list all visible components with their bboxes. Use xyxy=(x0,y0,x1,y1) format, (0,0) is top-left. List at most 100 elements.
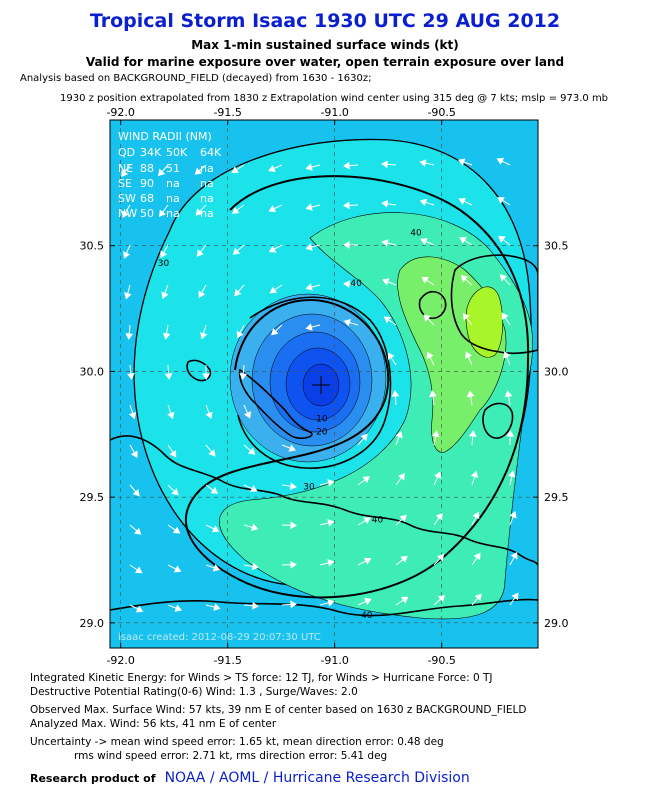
wind-arrow-head xyxy=(161,291,169,299)
wind-arrow-head xyxy=(343,161,350,170)
wind-arrow-head xyxy=(391,390,400,397)
wind-arrow-head xyxy=(239,373,248,380)
wind-arrow-head xyxy=(199,332,208,340)
wind-arrow-head xyxy=(133,527,142,535)
y-tick-label-left: 29.5 xyxy=(80,491,105,504)
wind-arrow-head xyxy=(290,560,297,569)
storm-center-marker xyxy=(312,376,330,394)
wind-arrow-head xyxy=(437,594,446,603)
wind-arrow-head xyxy=(506,430,515,437)
wind-arrow-head xyxy=(122,210,130,218)
wind-arrow-head xyxy=(305,203,313,211)
wind-arrow-head xyxy=(458,197,466,205)
wind-arrow-head xyxy=(164,373,173,380)
wind-arrow-head xyxy=(343,241,350,249)
wind-arrow-head xyxy=(327,479,335,487)
wind-radii-cell: 90 xyxy=(140,177,154,190)
wind-arrow-head xyxy=(128,411,137,420)
wind-arrow-head xyxy=(363,517,371,525)
plot-frame xyxy=(109,119,539,649)
wind-arrow-head xyxy=(343,201,350,210)
wind-arrow-head xyxy=(234,288,242,297)
wind-arrow-head xyxy=(162,332,171,340)
contour-label: 40 xyxy=(361,611,373,621)
wind-arrow-head xyxy=(429,390,437,398)
wind-radii-cell: na xyxy=(200,192,214,205)
wind-arrow-head xyxy=(243,411,252,419)
dpr-line: Destructive Potential Rating(0-6) Wind: … xyxy=(30,686,358,698)
wind-radii-cell: 51 xyxy=(166,162,180,175)
contour-label: 30 xyxy=(303,483,315,493)
wind-arrow-head xyxy=(466,390,475,398)
wind-arrow-head xyxy=(232,247,241,255)
wind-arrow-head xyxy=(419,159,427,167)
wind-arrow-head xyxy=(343,318,351,327)
wind-arrow-head xyxy=(271,328,279,336)
wind-arrow-head xyxy=(124,292,132,300)
wind-arrow-head xyxy=(269,286,278,294)
wind-radii-col-header: 50K xyxy=(166,146,188,159)
wind-radii-cell: 50 xyxy=(140,207,154,220)
wind-arrow-head xyxy=(171,488,179,496)
x-tick-label-bottom: -91.5 xyxy=(213,654,241,667)
wind-arrow-head xyxy=(362,476,371,484)
wind-arrow-head xyxy=(123,251,131,259)
wind-arrow-head xyxy=(268,205,276,213)
wind-arrow-head xyxy=(397,473,405,481)
wind-arrow-head xyxy=(213,603,221,611)
wind-arrow-head xyxy=(268,245,277,253)
wind-arrow-head xyxy=(172,526,181,534)
lake-outline xyxy=(450,254,538,355)
wind-arrow-head xyxy=(473,552,481,561)
wind-arrow-head xyxy=(509,511,517,519)
y-tick-label-right: 29.0 xyxy=(544,617,569,630)
wind-radii-cell: 68 xyxy=(140,192,154,205)
wind-arrow-head xyxy=(251,562,259,571)
analysis-note-2: 1930 z position extrapolated from 1830 z… xyxy=(60,93,609,104)
wind-arrow-head xyxy=(132,488,140,497)
contour-label: 40 xyxy=(410,229,422,239)
wind-arrow-head xyxy=(251,523,259,532)
wind-arrow-head xyxy=(305,283,313,291)
wind-arrow-head xyxy=(343,280,350,289)
uncertainty-line-1: Uncertainty -> mean wind speed error: 1.… xyxy=(30,736,444,748)
wind-arrow-head xyxy=(135,605,144,613)
x-tick-label-bottom: -91.0 xyxy=(320,654,348,667)
credit-org-link[interactable]: NOAA / AOML / Hurricane Research Divisio… xyxy=(164,770,470,786)
wind-radii-cell: SE xyxy=(118,177,132,190)
analyzed-max-line: Analyzed Max. Wind: 56 kts, 41 nm E of c… xyxy=(30,718,277,730)
wind-radii-col-header: QD xyxy=(118,146,135,159)
y-tick-label-right: 29.5 xyxy=(544,491,569,504)
wind-arrow-head xyxy=(289,482,297,491)
wind-arrow-head xyxy=(399,514,407,522)
wind-arrow-head xyxy=(503,351,511,359)
wind-arrow-head xyxy=(496,157,505,165)
wind-arrow-head xyxy=(400,596,409,604)
wind-arrow-head xyxy=(236,330,244,339)
wind-arrow-head xyxy=(205,411,213,419)
wind-arrow-head xyxy=(462,313,470,321)
wind-arrow-head xyxy=(195,208,203,216)
contour-band-55 xyxy=(465,286,504,358)
wind-arrow-head xyxy=(474,593,482,602)
contour-label: 40 xyxy=(372,515,384,525)
wind-arrow-head xyxy=(202,373,211,380)
wind-arrow-head xyxy=(174,604,182,612)
x-tick-label-top: -91.0 xyxy=(320,106,348,119)
wind-arrow-head xyxy=(360,433,368,442)
wind-arrow-head xyxy=(210,486,219,494)
contour-label: 10 xyxy=(316,415,328,425)
wind-arrow-head xyxy=(382,278,390,286)
island-outline xyxy=(418,290,447,320)
wind-arrow-head xyxy=(327,559,335,567)
contour-label: 20 xyxy=(316,427,328,437)
wind-arrow-head xyxy=(211,525,220,533)
wind-arrow-head xyxy=(465,351,473,359)
credit-line: Research product of NOAA / AOML / Hurric… xyxy=(30,767,470,786)
wind-arrow-head xyxy=(435,512,443,521)
wind-radii-cell: SW xyxy=(118,192,136,205)
wind-arrow-head xyxy=(419,198,428,207)
uncertainty-line-2: rms wind speed error: 2.71 kt, rms direc… xyxy=(74,750,388,762)
y-tick-label-right: 30.0 xyxy=(544,365,569,378)
wind-arrow-head xyxy=(457,158,466,166)
